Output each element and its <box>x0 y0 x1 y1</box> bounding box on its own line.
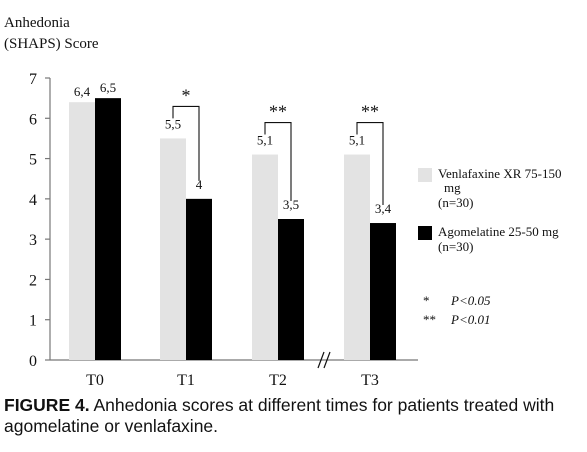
y-tick-label: 2 <box>29 272 37 289</box>
legend-label-venlafaxine-line3: (n=30) <box>438 195 474 210</box>
caption-label: FIGURE 4. <box>4 395 90 415</box>
y-tick-label: 1 <box>29 313 37 330</box>
significance-bracket <box>172 105 200 181</box>
bar-value-labels: 6,4 6,5 5,5 4 5,1 3,5 5,1 3,4 <box>74 80 392 216</box>
bar-value-label: 3,4 <box>375 201 392 216</box>
legend-label-venlafaxine-line1: Venlafaxine XR 75-150 <box>438 166 561 181</box>
y-tick-label: 4 <box>29 192 37 209</box>
x-axis-ticks: T0 T1 T2 T3 <box>86 372 379 389</box>
significance-marker: * <box>182 85 191 105</box>
significance-bracket <box>264 121 292 201</box>
y-axis-label-line2: (SHAPS) Score <box>4 36 99 52</box>
bar-value-label: 4 <box>196 177 203 192</box>
significance-key-text-1: P<0.05 <box>450 293 491 308</box>
significance-brackets: *** ** <box>172 85 384 206</box>
legend-label-venlafaxine-line2: mg <box>444 180 461 195</box>
legend-swatch-agomelatine <box>418 226 432 240</box>
bar-value-label: 5,5 <box>165 116 181 131</box>
significance-key-symbol-1: * <box>423 293 430 308</box>
figure-caption: FIGURE 4. Anhedonia scores at different … <box>4 395 584 437</box>
bar-value-label: 5,1 <box>349 133 365 148</box>
y-axis-label-line1: Anhedonia <box>4 15 70 31</box>
legend-swatch-venlafaxine <box>418 168 432 182</box>
x-tick-label: T0 <box>86 372 104 389</box>
significance-marker: ** <box>361 102 379 122</box>
axis-break-mark <box>317 351 331 369</box>
bar <box>344 154 370 360</box>
x-tick-label: T1 <box>177 372 195 389</box>
y-tick-label: 3 <box>29 232 37 249</box>
y-axis-ticks: 0 1 2 3 4 5 6 7 <box>29 71 50 370</box>
y-tick-label: 5 <box>29 152 37 169</box>
bar <box>252 154 278 360</box>
bar-value-label: 3,5 <box>283 197 299 212</box>
significance-key-symbol-2: ** <box>423 312 436 327</box>
bar <box>370 223 396 360</box>
legend-label-agomelatine-line2: (n=30) <box>438 239 474 254</box>
y-tick-label: 0 <box>29 353 37 370</box>
bar-value-label: 6,5 <box>100 80 116 95</box>
bar-value-label: 5,1 <box>257 133 273 148</box>
bar-chart: Anhedonia (SHAPS) Score 0 1 2 3 4 5 6 7 6,4 6,5 5… <box>4 15 561 389</box>
significance-key-text-2: P<0.01 <box>450 312 490 327</box>
bar <box>95 98 121 361</box>
y-tick-label: 7 <box>29 71 37 88</box>
significance-marker: ** <box>269 102 287 122</box>
caption-text: Anhedonia scores at different times for … <box>4 395 555 436</box>
significance-bracket <box>356 121 384 206</box>
bar <box>160 138 186 360</box>
x-tick-label: T3 <box>361 372 379 389</box>
legend-label-agomelatine-line1: Agomelatine 25-50 mg <box>438 224 559 239</box>
legend: Venlafaxine XR 75-150 mg (n=30) Agomelat… <box>418 166 561 327</box>
bar-value-label: 6,4 <box>74 84 91 99</box>
bar <box>69 102 95 361</box>
bar <box>278 219 304 360</box>
x-tick-label: T2 <box>269 372 287 389</box>
bars <box>69 98 396 361</box>
bar <box>186 198 212 360</box>
y-tick-label: 6 <box>29 111 37 128</box>
